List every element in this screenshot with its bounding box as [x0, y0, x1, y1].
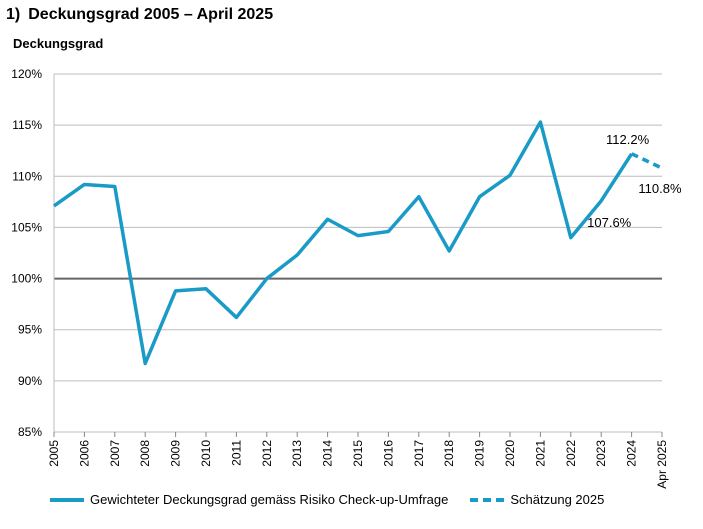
- y-tick-label: 115%: [12, 118, 42, 132]
- legend-item-dashed: Schätzung 2025: [470, 492, 604, 507]
- section-number: 1): [6, 6, 21, 23]
- y-tick-label: 90%: [18, 374, 42, 388]
- x-tick-label: 2021: [533, 440, 547, 467]
- x-tick-labels: 2005 2006 2007 2008 2009 2010 2011 2012 2013 2014…: [47, 432, 669, 489]
- y-tick-label: 120%: [11, 67, 42, 81]
- data-label: 107.6%: [587, 215, 632, 230]
- y-axis-title: Deckungsgrad: [13, 36, 104, 51]
- y-tick-labels: 85% 90% 95% 100% 105% 110% 115% 120%: [11, 67, 42, 439]
- x-tick-label: 2024: [625, 440, 639, 467]
- grid-lines: [53, 73, 662, 433]
- legend-item-solid: Gewichteter Deckungsgrad gemäss Risiko C…: [50, 492, 448, 507]
- x-tick-label: 2009: [169, 440, 183, 467]
- series-lines: [52, 120, 663, 366]
- legend-swatch-dashed: [470, 497, 505, 502]
- x-tick-label: 2007: [108, 440, 122, 467]
- y-tick-label: 110%: [12, 169, 42, 183]
- x-tick-label: 2008: [138, 440, 152, 467]
- x-tick-label: 2005: [47, 440, 61, 467]
- legend: Gewichteter Deckungsgrad gemäss Risiko C…: [50, 492, 626, 507]
- x-tick-label: 2016: [381, 440, 395, 467]
- legend-label-dashed: Schätzung 2025: [510, 492, 605, 507]
- x-tick-label: 2015: [351, 440, 365, 467]
- legend-label-solid: Gewichteter Deckungsgrad gemäss Risiko C…: [90, 492, 449, 507]
- x-tick-label: Apr 2025: [655, 440, 669, 489]
- x-tick-label: 2014: [321, 440, 335, 467]
- y-tick-label: 95%: [18, 323, 42, 337]
- y-tick-label: 105%: [11, 220, 42, 234]
- y-tick-label: 85%: [18, 425, 42, 439]
- x-tick-label: 2020: [503, 440, 517, 467]
- series-line-0: [52, 120, 634, 366]
- x-tick-label: 2012: [260, 440, 274, 467]
- data-label: 112.2%: [606, 132, 650, 147]
- x-tick-label: 2023: [594, 440, 608, 467]
- title-text: Deckungsgrad 2005 – April 2025: [28, 6, 274, 23]
- x-tick-label: 2006: [77, 440, 91, 467]
- data-labels: 112.2% 110.8% 107.6%: [587, 132, 682, 230]
- page-title: 1) Deckungsgrad 2005 – April 2025: [6, 6, 273, 24]
- x-tick-label: 2017: [412, 440, 426, 467]
- x-tick-label: 2022: [564, 440, 578, 467]
- x-tick-label: 2019: [473, 440, 487, 467]
- series-line-1: [630, 152, 663, 170]
- x-tick-label: 2011: [229, 440, 243, 466]
- x-tick-label: 2018: [442, 440, 456, 467]
- x-tick-label: 2010: [199, 440, 213, 467]
- data-label: 110.8%: [638, 181, 682, 196]
- x-tick-label: 2013: [290, 440, 304, 467]
- legend-swatch-solid: [50, 497, 84, 502]
- y-tick-label: 100%: [11, 272, 42, 286]
